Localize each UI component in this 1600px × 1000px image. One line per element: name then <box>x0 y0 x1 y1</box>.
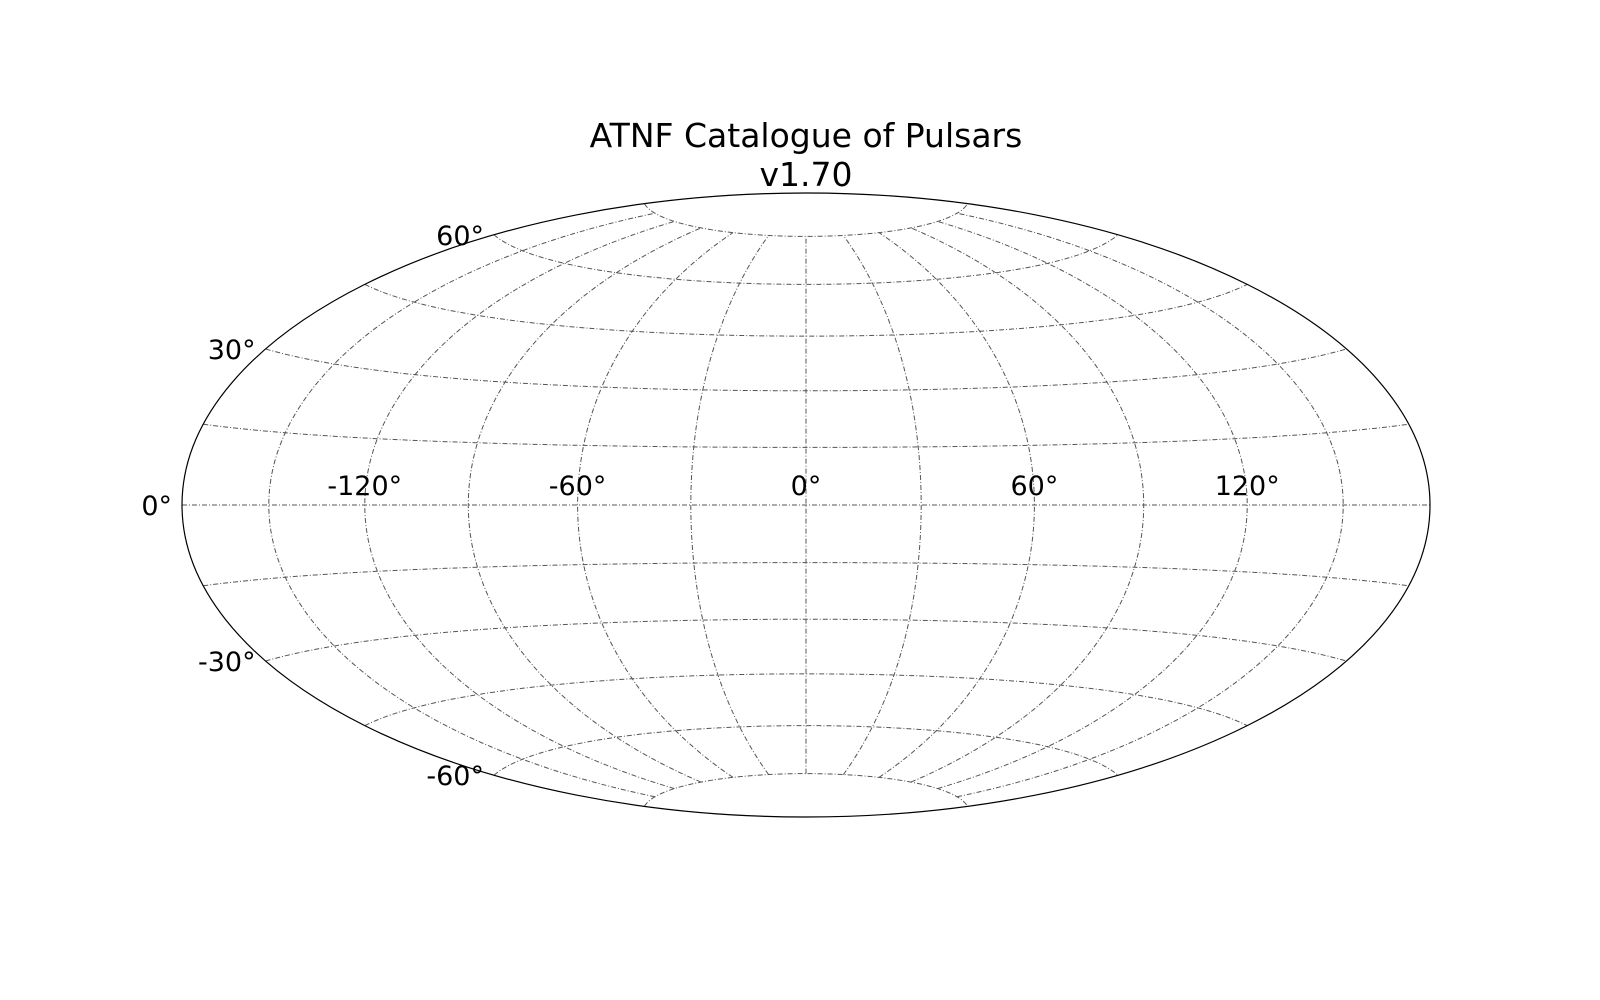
parallel-m45 <box>364 673 1248 727</box>
map-outline <box>181 192 1431 818</box>
meridian-30 <box>842 235 922 775</box>
latitude-tick-label: 30° <box>208 335 256 366</box>
chart-title-line-1: ATNF Catalogue of Pulsars <box>590 116 1023 155</box>
chart-title: ATNF Catalogue of Pulsars v1.70 <box>590 116 1023 194</box>
latitude-tick-labels: 60° 30° 0° -30° -60° <box>141 221 484 792</box>
meridian-60 <box>878 232 1035 778</box>
parallel-m75 <box>644 773 968 807</box>
parallel-15 <box>203 423 1409 448</box>
meridian-150 <box>956 212 1344 798</box>
parallel-45 <box>364 283 1248 337</box>
meridian-m150 <box>268 212 656 798</box>
latitude-tick-label: 0° <box>141 491 172 522</box>
latitude-tick-label: -30° <box>198 647 256 678</box>
longitude-tick-label: 120° <box>1215 471 1280 502</box>
latitude-tick-label: 60° <box>436 221 484 252</box>
graticule <box>182 203 1430 807</box>
longitude-tick-label: 60° <box>1010 471 1058 502</box>
longitude-tick-labels: -120° -60° 0° 60° 120° <box>327 471 1279 502</box>
map-boundary <box>181 192 1431 818</box>
chart-title-line-2: v1.70 <box>759 155 852 194</box>
meridian-120 <box>937 220 1248 790</box>
latitude-tick-label: -60° <box>426 761 484 792</box>
meridian-m60 <box>577 232 734 778</box>
meridian-m90 <box>467 227 702 783</box>
meridian-m30 <box>690 235 770 775</box>
parallel-75 <box>644 203 968 237</box>
longitude-tick-label: 0° <box>791 471 822 502</box>
longitude-tick-label: -60° <box>549 471 607 502</box>
meridian-m120 <box>364 220 675 790</box>
longitude-tick-label: -120° <box>327 471 402 502</box>
parallel-60 <box>493 234 1119 285</box>
meridian-90 <box>910 227 1145 783</box>
